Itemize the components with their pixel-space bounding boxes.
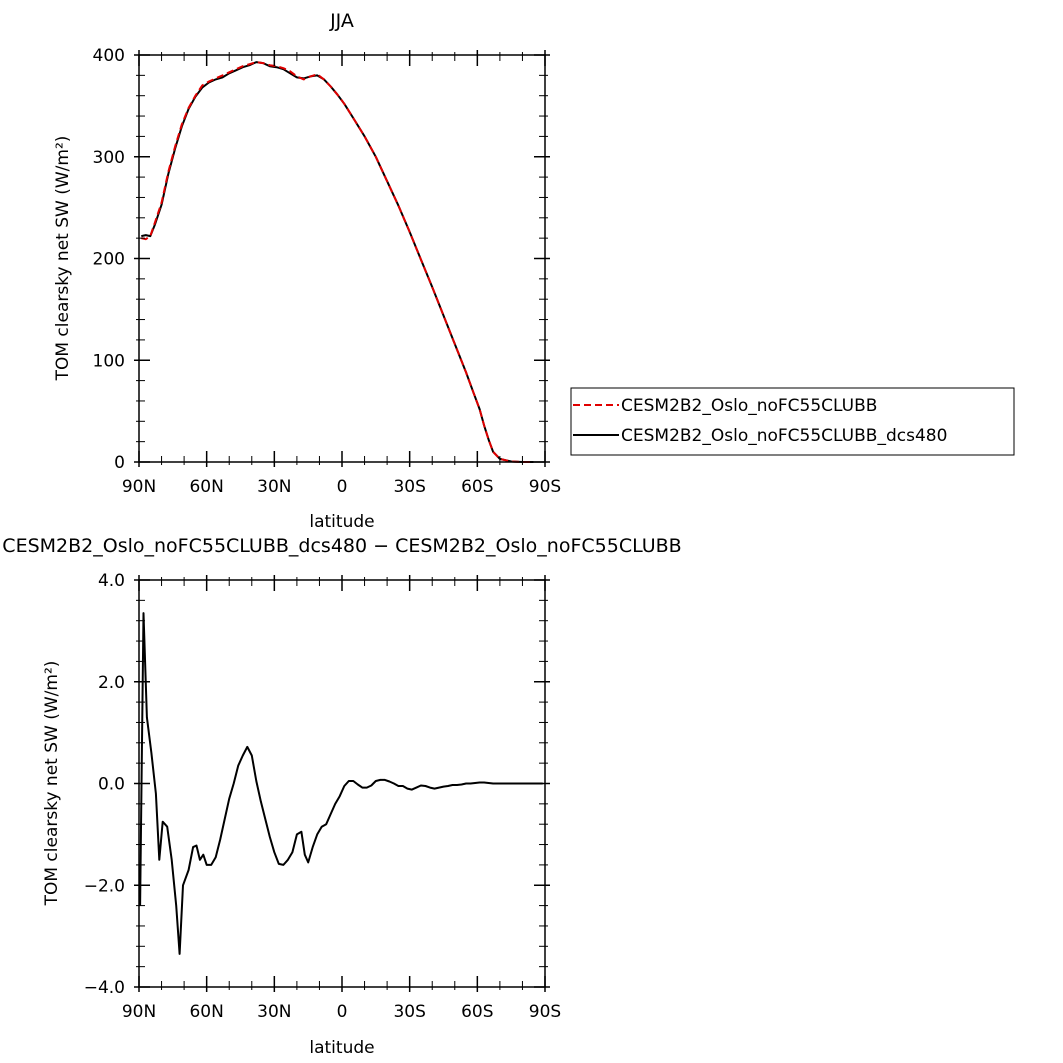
top-series-line-1 xyxy=(141,61,534,463)
top-x-axis-title: latitude xyxy=(309,512,374,532)
bottom-x-tick-label-4: 30S xyxy=(393,1002,425,1022)
bottom-x-tick-label-1: 60N xyxy=(189,1002,223,1022)
bottom-y-tick-label-3: 2.0 xyxy=(98,673,125,693)
top-y-tick-label-2: 200 xyxy=(93,250,125,270)
bottom-plot-title: CESM2B2_Oslo_noFC55CLUBB_dcs480 − CESM2B… xyxy=(2,535,681,557)
bottom-y-axis-title: TOM clearsky net SW (W/m²) xyxy=(42,661,62,907)
top-x-tick-label-4: 30S xyxy=(393,477,425,497)
top-ticks: 90N 60N 30N 0 30S 60S 90S 0 100 200 300 400 xyxy=(93,46,562,497)
top-y-tick-label-0: 0 xyxy=(114,453,125,473)
top-y-axis-title: TOM clearsky net SW (W/m²) xyxy=(53,136,73,382)
bottom-x-tick-label-6: 90S xyxy=(529,1002,561,1022)
top-series-line-0 xyxy=(141,61,534,463)
legend-label-control: CESM2B2_Oslo_noFC55CLUBB xyxy=(621,396,877,416)
bottom-series-line-0 xyxy=(139,612,543,955)
bottom-ticks: 90N 60N 30N 0 30S 60S 90S −4.0 −2.0 0.0 2.0 4.0 xyxy=(84,571,562,1022)
top-x-tick-label-5: 60S xyxy=(461,477,493,497)
bottom-y-tick-label-4: 4.0 xyxy=(98,571,125,591)
legend: CESM2B2_Oslo_noFC55CLUBB CESM2B2_Oslo_no… xyxy=(570,387,1015,456)
bottom-plot-layer xyxy=(139,612,543,955)
bottom-y-tick-label-2: 0.0 xyxy=(98,775,125,795)
top-y-tick-label-1: 100 xyxy=(93,351,125,371)
bottom-x-tick-label-2: 30N xyxy=(257,1002,291,1022)
bottom-y-tick-label-0: −4.0 xyxy=(84,978,125,998)
bottom-y-tick-label-1: −2.0 xyxy=(84,876,125,896)
top-plot-title: JJA xyxy=(329,10,354,32)
top-x-tick-label-1: 60N xyxy=(189,477,223,497)
top-panel: JJA 90N 60N 30N 0 30S 60S 90S 0 100 200 300 400 lat… xyxy=(53,10,561,532)
top-y-tick-label-3: 300 xyxy=(93,148,125,168)
bottom-x-tick-label-3: 0 xyxy=(337,1002,348,1022)
bottom-x-tick-label-5: 60S xyxy=(461,1002,493,1022)
top-y-tick-label-4: 400 xyxy=(93,46,125,66)
legend-label-dcs480: CESM2B2_Oslo_noFC55CLUBB_dcs480 xyxy=(621,426,947,446)
top-x-tick-label-3: 0 xyxy=(337,477,348,497)
top-x-tick-label-6: 90S xyxy=(529,477,561,497)
top-x-tick-label-0: 90N xyxy=(122,477,156,497)
top-plot-layer xyxy=(141,61,534,463)
top-plot-frame xyxy=(138,54,546,463)
bottom-x-axis-title: latitude xyxy=(309,1038,374,1058)
bottom-panel: CESM2B2_Oslo_noFC55CLUBB_dcs480 − CESM2B… xyxy=(2,535,681,1058)
top-x-tick-label-2: 30N xyxy=(257,477,291,497)
bottom-x-tick-label-0: 90N xyxy=(122,1002,156,1022)
legend-box xyxy=(570,387,1015,456)
